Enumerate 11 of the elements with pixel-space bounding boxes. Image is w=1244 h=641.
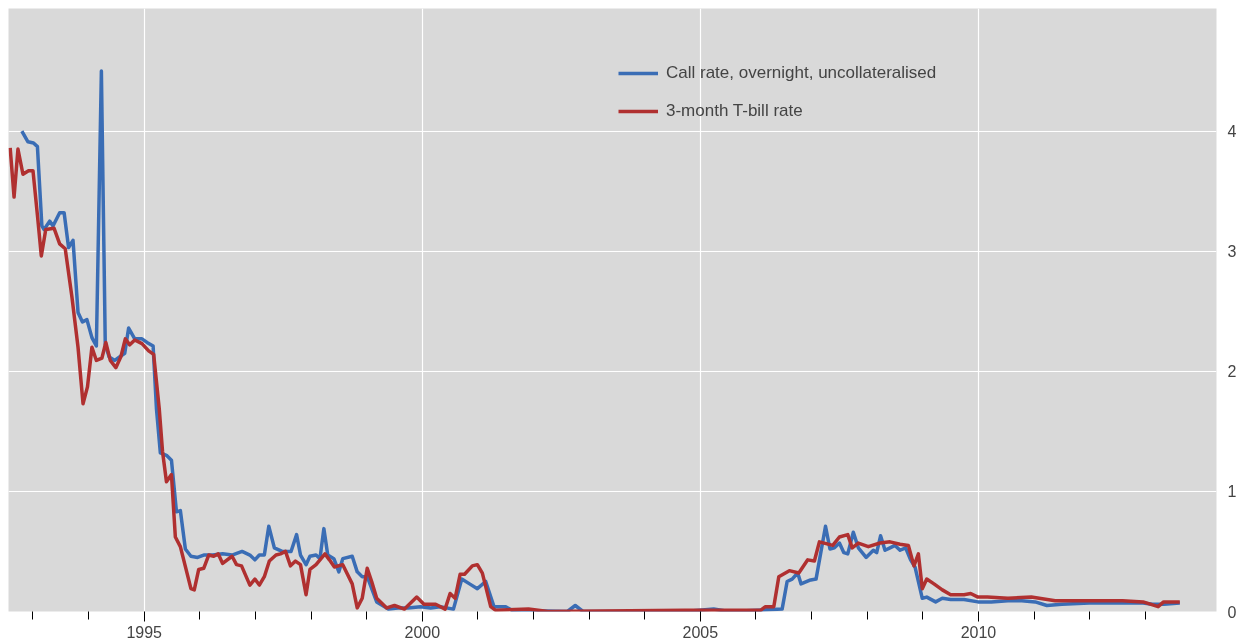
y-tick-label: 1 — [1227, 483, 1237, 501]
x-tick-label: 1995 — [126, 623, 163, 641]
legend-label: Call rate, overnight, uncollateralised — [666, 63, 937, 83]
x-tick-label: 2010 — [960, 623, 997, 641]
y-tick-label: 0 — [1227, 603, 1237, 621]
x-tick-label: 2005 — [682, 623, 719, 641]
legend-label: 3-month T-bill rate — [666, 101, 803, 121]
y-tick-label: 3 — [1227, 243, 1237, 261]
x-tick-label: 2000 — [404, 623, 441, 641]
y-tick-label: 4 — [1227, 123, 1237, 141]
y-tick-label: 2 — [1227, 363, 1237, 381]
